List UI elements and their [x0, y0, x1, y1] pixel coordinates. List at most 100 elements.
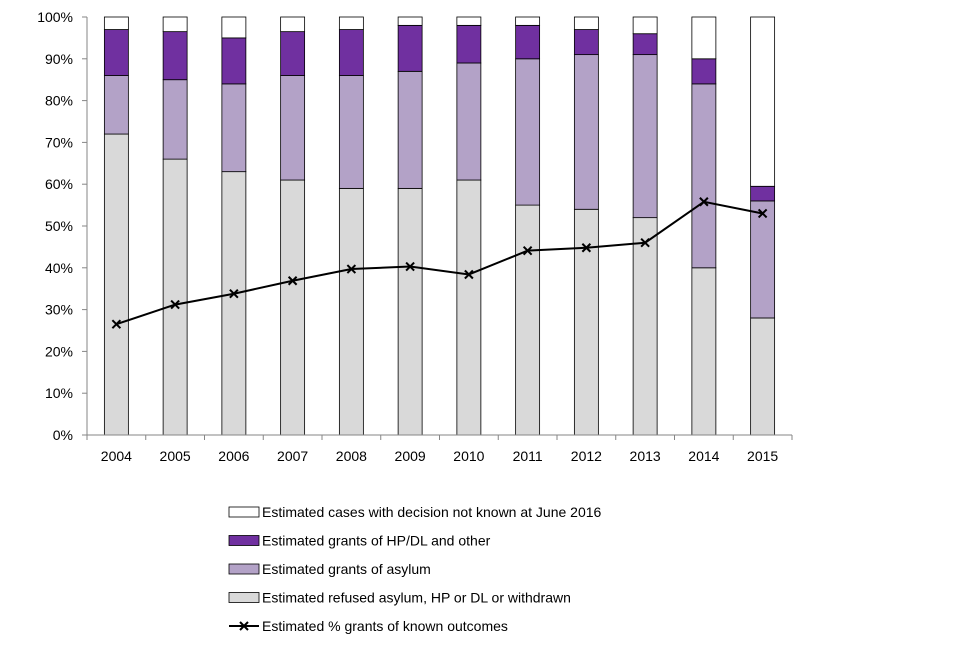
bar-estimated-grants-of-asylum: [162, 79, 188, 160]
bar-estimated-grants-of-asylum: [573, 54, 599, 210]
y-tick-label: 100%: [37, 9, 73, 25]
bar-estimated-grants-of-asylum: [456, 62, 482, 181]
axes-group: [86, 17, 792, 436]
bar-estimated-refused-asylum-hp-or-dl-or-withdrawn: [280, 179, 306, 436]
y-tick-label: 50%: [45, 218, 73, 234]
bar-estimated-grants-of-asylum: [632, 54, 658, 219]
legend-item-estimated-refused-asylum-hp-or-dl-or-withdrawn: Estimated refused asylum, HP or DL or wi…: [228, 590, 571, 606]
bar-estimated-grants-of-hp-dl-and-other: [280, 31, 306, 76]
legend-item-estimated-grants-of-hp-dl-and-other: Estimated grants of HP/DL and other: [228, 533, 491, 549]
line-point-marker: [111, 319, 122, 329]
line-estimated-grants-of-known-outcomes: [116, 200, 763, 326]
y-tick-label: 30%: [45, 302, 73, 318]
y-tick-label: 80%: [45, 93, 73, 109]
legend-item-estimated-grants-of-known-outcomes: Estimated % grants of known outcomes: [229, 618, 508, 634]
bar-estimated-grants-of-hp-dl-and-other: [750, 185, 776, 202]
bar-estimated-grants-of-hp-dl-and-other: [397, 24, 423, 72]
bar-estimated-grants-of-asylum: [280, 75, 306, 181]
bar-estimated-refused-asylum-hp-or-dl-or-withdrawn: [338, 187, 364, 436]
legend-label: Estimated grants of asylum: [262, 561, 431, 577]
line-point-marker: [640, 238, 650, 248]
line-series-group: [111, 197, 768, 329]
bar-estimated-refused-asylum-hp-or-dl-or-withdrawn: [515, 204, 541, 436]
bar-estimated-cases-with-decision-not-known-at-june-2016: [397, 16, 423, 26]
line-point-marker: [346, 264, 357, 274]
line-point-marker: [229, 289, 239, 299]
y-tick-label: 0%: [53, 427, 73, 443]
bar-estimated-refused-asylum-hp-or-dl-or-withdrawn: [573, 208, 599, 436]
y-tick-label: 60%: [45, 176, 73, 192]
bar-estimated-cases-with-decision-not-known-at-june-2016: [338, 16, 364, 30]
bar-estimated-grants-of-asylum: [221, 83, 247, 173]
legend-item-estimated-cases-with-decision-not-known-at-june-2016: Estimated cases with decision not known …: [228, 504, 602, 520]
y-tick-label: 40%: [45, 260, 73, 276]
bar-estimated-refused-asylum-hp-or-dl-or-withdrawn: [750, 317, 776, 436]
bar-estimated-grants-of-asylum: [750, 200, 776, 319]
y-axis-ticks: 0% 10% 20% 30% 40% 50% 60% 70% 80% 90% 100%: [37, 9, 87, 443]
legend-label: Estimated grants of HP/DL and other: [262, 533, 491, 549]
bar-estimated-grants-of-asylum: [338, 75, 364, 189]
bar-estimated-grants-of-asylum: [691, 83, 717, 269]
bar-estimated-cases-with-decision-not-known-at-june-2016: [750, 16, 776, 187]
x-tick-label: 2009: [395, 448, 426, 464]
bar-estimated-grants-of-hp-dl-and-other: [221, 37, 247, 85]
legend-swatch: [228, 506, 260, 518]
y-tick-label: 20%: [45, 343, 73, 359]
legend-item-estimated-grants-of-asylum: Estimated grants of asylum: [228, 561, 431, 577]
bar-estimated-grants-of-hp-dl-and-other: [103, 29, 129, 76]
bars-group: [103, 16, 776, 436]
bar-estimated-cases-with-decision-not-known-at-june-2016: [103, 16, 129, 30]
bar-estimated-cases-with-decision-not-known-at-june-2016: [632, 16, 658, 35]
x-tick-label: 2011: [513, 448, 543, 464]
x-tick-label: 2005: [160, 448, 191, 464]
y-tick-label: 10%: [45, 385, 73, 401]
bar-estimated-cases-with-decision-not-known-at-june-2016: [280, 16, 306, 33]
x-tick-label: 2014: [688, 448, 719, 464]
bar-estimated-grants-of-hp-dl-and-other: [338, 29, 364, 76]
x-tick-label: 2007: [277, 448, 308, 464]
bar-estimated-cases-with-decision-not-known-at-june-2016: [162, 16, 188, 33]
bar-estimated-cases-with-decision-not-known-at-june-2016: [691, 16, 717, 60]
bar-estimated-grants-of-hp-dl-and-other: [515, 24, 541, 60]
bar-estimated-grants-of-hp-dl-and-other: [632, 33, 658, 56]
bar-estimated-cases-with-decision-not-known-at-june-2016: [221, 16, 247, 39]
line-point-marker: [581, 243, 592, 253]
x-tick-label: 2004: [101, 448, 132, 464]
x-tick-label: 2015: [747, 448, 778, 464]
legend-label: Estimated % grants of known outcomes: [262, 618, 508, 634]
legend-swatch: [228, 535, 260, 546]
x-tick-label: 2008: [336, 448, 367, 464]
bar-estimated-refused-asylum-hp-or-dl-or-withdrawn: [103, 133, 129, 436]
bar-estimated-refused-asylum-hp-or-dl-or-withdrawn: [221, 171, 247, 436]
x-axis-ticks: 2004 2005 2006 2007 2008 2009 2010 2011 2012 2013…: [86, 435, 793, 464]
line-point-marker: [170, 299, 180, 310]
bar-estimated-refused-asylum-hp-or-dl-or-withdrawn: [632, 217, 658, 436]
x-tick-label: 2012: [571, 448, 602, 464]
bar-estimated-cases-with-decision-not-known-at-june-2016: [573, 16, 599, 30]
line-point-marker: [757, 208, 768, 219]
bar-estimated-cases-with-decision-not-known-at-june-2016: [515, 16, 541, 26]
legend-label: Estimated refused asylum, HP or DL or wi…: [262, 590, 571, 606]
bar-estimated-refused-asylum-hp-or-dl-or-withdrawn: [397, 187, 423, 436]
bar-estimated-grants-of-hp-dl-and-other: [456, 24, 482, 64]
legend-label: Estimated cases with decision not known …: [262, 504, 602, 520]
legend-swatch: [228, 563, 260, 575]
bar-estimated-grants-of-hp-dl-and-other: [691, 58, 717, 85]
x-tick-label: 2010: [453, 448, 484, 464]
line-point-marker: [239, 621, 249, 631]
line-point-marker: [287, 276, 298, 286]
line-point-marker: [522, 245, 533, 256]
bar-estimated-cases-with-decision-not-known-at-june-2016: [456, 16, 482, 26]
bar-estimated-refused-asylum-hp-or-dl-or-withdrawn: [456, 179, 482, 436]
bar-estimated-refused-asylum-hp-or-dl-or-withdrawn: [162, 158, 188, 436]
bar-estimated-grants-of-asylum: [103, 75, 129, 135]
line-point-marker: [405, 261, 415, 272]
line-point-marker: [464, 269, 474, 280]
legend: Estimated cases with decision not known …: [228, 504, 602, 634]
x-tick-label: 2006: [218, 448, 249, 464]
bar-estimated-grants-of-asylum: [397, 70, 423, 189]
bar-estimated-grants-of-asylum: [515, 58, 541, 206]
y-tick-label: 90%: [45, 51, 73, 67]
